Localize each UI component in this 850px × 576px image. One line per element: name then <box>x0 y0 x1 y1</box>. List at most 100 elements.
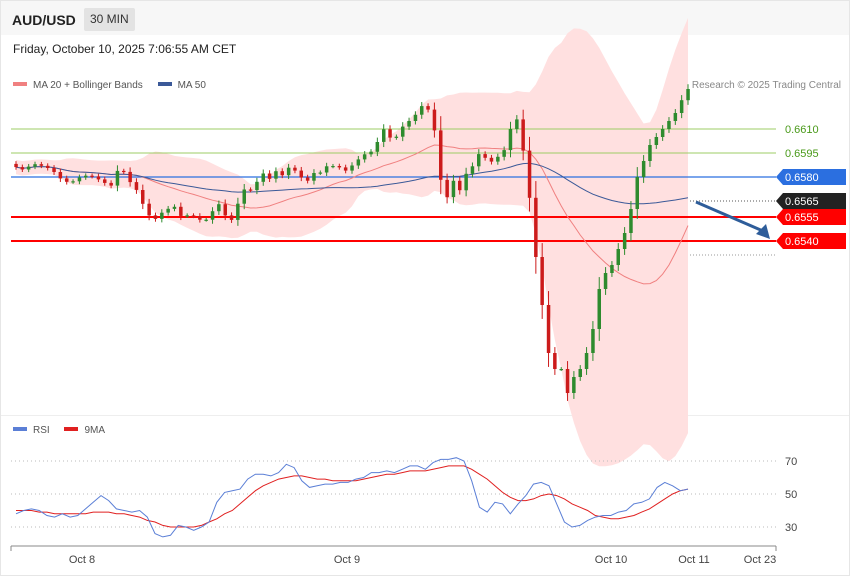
candle-body <box>622 233 627 249</box>
candle <box>610 261 614 277</box>
candle <box>641 155 646 183</box>
candle <box>470 162 475 178</box>
candle <box>274 167 278 183</box>
x-tick-label: Oct 8 <box>69 554 95 566</box>
candle <box>350 162 354 174</box>
candle-body <box>141 190 145 204</box>
candle <box>629 201 633 241</box>
candle-body <box>33 164 37 167</box>
candle <box>324 162 329 176</box>
candle-body <box>115 170 120 186</box>
rsi-tick-label: 30 <box>785 522 797 534</box>
candle-body <box>559 369 563 371</box>
candle <box>236 197 240 226</box>
candle <box>305 174 310 184</box>
candle <box>115 165 120 192</box>
candle <box>496 153 500 165</box>
timeframe-badge[interactable]: 30 MIN <box>84 8 135 31</box>
candle-body <box>242 189 246 204</box>
candle <box>103 176 107 186</box>
forecast-arrow-shaft <box>695 200 764 233</box>
candle-body <box>464 173 468 191</box>
candle <box>185 213 189 218</box>
candle <box>597 277 601 341</box>
candle-body <box>236 203 240 220</box>
rsi-swatch <box>13 427 27 432</box>
candle-body <box>616 249 620 265</box>
candle-body <box>280 171 284 176</box>
candle <box>451 174 456 204</box>
candle <box>20 164 25 172</box>
candle <box>508 121 513 158</box>
level-0.6565: 0.6565 <box>690 193 846 209</box>
candle <box>223 199 227 221</box>
candle-body <box>198 216 202 220</box>
symbol-label: AUD/USD <box>12 12 76 28</box>
candle <box>312 169 316 185</box>
candle-body <box>451 180 456 198</box>
candle-body <box>103 179 107 183</box>
candle <box>394 134 399 140</box>
resistance-label: 0.6595 <box>785 148 819 160</box>
candle-body <box>502 150 506 157</box>
candle <box>318 170 323 176</box>
candle <box>413 111 418 125</box>
bollinger-band-fill <box>16 18 688 467</box>
candle <box>679 95 684 119</box>
candle-body <box>445 179 449 198</box>
rsi9-line <box>16 465 689 528</box>
candle-body <box>166 208 170 213</box>
candle-body <box>426 106 430 110</box>
candle-body <box>641 161 646 177</box>
candle <box>432 102 437 138</box>
candle-body <box>458 180 462 191</box>
candle-body <box>667 121 671 129</box>
ma50-line <box>15 162 689 205</box>
candle <box>280 168 284 179</box>
candle <box>489 154 494 165</box>
candle-body <box>286 167 291 176</box>
rsi-legend-label: RSI <box>33 425 50 436</box>
candle <box>540 243 544 319</box>
candle <box>210 207 215 224</box>
candle <box>122 168 126 175</box>
candle <box>477 149 481 172</box>
candle-body <box>14 163 18 168</box>
level-0.6610: 0.6610 <box>11 124 819 136</box>
candle-body <box>413 114 418 121</box>
candle <box>534 181 538 274</box>
candle-body <box>572 377 576 393</box>
candle <box>553 347 557 375</box>
candle <box>198 213 202 223</box>
candle <box>229 212 234 223</box>
candle <box>343 164 348 174</box>
candle-body <box>527 150 532 198</box>
candle-body <box>597 289 601 329</box>
candle <box>584 347 589 375</box>
candle-body <box>629 209 633 233</box>
candle-body <box>210 211 215 220</box>
candle <box>502 146 506 161</box>
candle <box>153 212 158 222</box>
x-tick-label: Oct 10 <box>595 554 627 566</box>
candle <box>515 115 519 134</box>
candle <box>267 170 272 182</box>
candle <box>591 321 595 361</box>
candle-body <box>540 257 544 305</box>
pivot-label: 0.6580 <box>785 172 819 184</box>
candle-body <box>147 203 151 216</box>
candle-body <box>20 167 25 170</box>
chart-header: AUD/USD 30 MIN <box>1 1 849 35</box>
support-tag <box>776 233 846 249</box>
candle-body <box>305 177 310 181</box>
candle <box>14 161 18 170</box>
ma50-swatch <box>157 82 172 87</box>
candle-body <box>26 166 31 170</box>
candle-body <box>578 369 582 377</box>
candle <box>458 176 462 195</box>
candle <box>401 122 405 142</box>
candle-body <box>477 154 481 167</box>
candle <box>147 198 151 221</box>
candle-body <box>584 353 589 369</box>
